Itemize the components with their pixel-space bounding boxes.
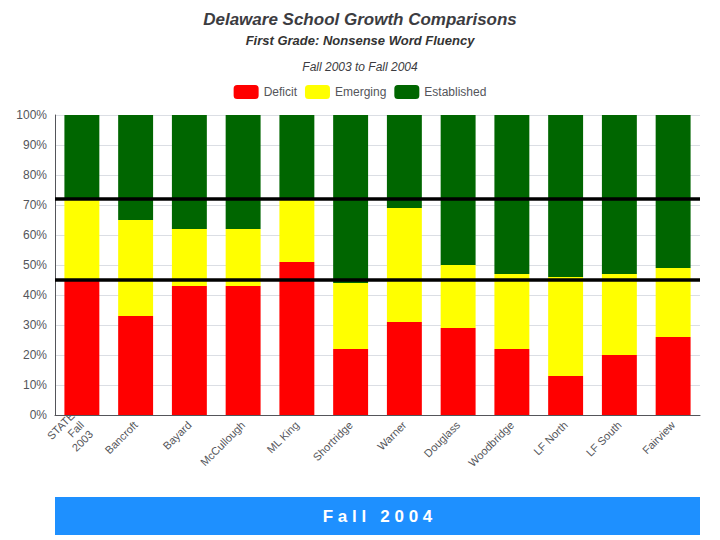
svg-text:Woodbridge: Woodbridge [466, 419, 516, 469]
svg-text:60%: 60% [23, 228, 47, 242]
svg-text:McCullough: McCullough [198, 419, 248, 469]
svg-text:F a l l 2 0 0 4: F a l l 2 0 0 4 [323, 507, 433, 526]
svg-text:Bancroft: Bancroft [102, 419, 139, 456]
svg-text:Fall: Fall [65, 418, 87, 440]
svg-text:Established: Established [424, 85, 486, 99]
svg-text:STATE: STATE [44, 409, 77, 442]
svg-text:100%: 100% [16, 108, 47, 122]
svg-text:LF North: LF North [531, 419, 570, 458]
svg-text:10%: 10% [23, 378, 47, 392]
svg-text:Warner: Warner [375, 419, 409, 453]
svg-text:Bayard: Bayard [161, 419, 194, 452]
svg-text:Fairview: Fairview [640, 419, 677, 456]
svg-text:First Grade: Nonsense Word Flu: First Grade: Nonsense Word Fluency [246, 33, 476, 48]
svg-text:20%: 20% [23, 348, 47, 362]
svg-text:Fall 2003 to Fall 2004: Fall 2003 to Fall 2004 [302, 60, 418, 74]
svg-text:Deficit: Deficit [264, 85, 298, 99]
svg-text:40%: 40% [23, 288, 47, 302]
svg-text:80%: 80% [23, 168, 47, 182]
svg-text:Shortridge: Shortridge [311, 419, 355, 463]
svg-text:LF South: LF South [584, 419, 624, 459]
svg-text:0%: 0% [30, 408, 48, 422]
svg-text:2003: 2003 [70, 428, 96, 454]
svg-text:70%: 70% [23, 198, 47, 212]
svg-text:Douglass: Douglass [421, 418, 462, 459]
svg-text:ML King: ML King [264, 419, 301, 456]
svg-text:30%: 30% [23, 318, 47, 332]
svg-text:50%: 50% [23, 258, 47, 272]
svg-text:Emerging: Emerging [335, 85, 386, 99]
svg-text:Delaware School Growth Compari: Delaware School Growth Comparisons [203, 10, 517, 29]
svg-text:90%: 90% [23, 138, 47, 152]
